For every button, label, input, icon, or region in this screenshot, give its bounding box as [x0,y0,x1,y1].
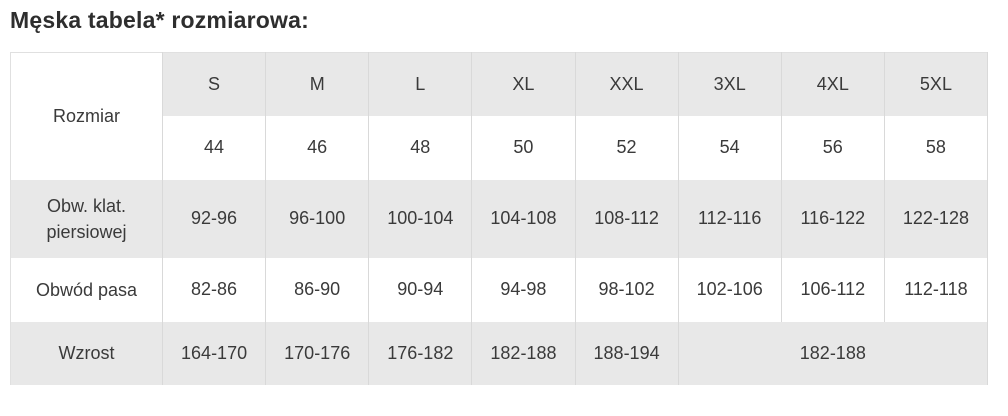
size-label-cell-s: S [162,52,267,116]
size-label-row: Rozmiar S M L XL XXL 3XL 4XL 5XL [10,52,989,180]
size-label-cell-5xl: 5XL [884,52,989,116]
waist-row: Obwód pasa 82-86 86-90 90-94 94-98 98-10… [10,257,989,322]
chest-value-cell: 104-108 [471,179,576,258]
chest-value-cell: 92-96 [162,179,267,258]
numeric-size-cell: 52 [575,115,679,180]
waist-value-cell: 90-94 [368,257,473,322]
chest-row: Obw. klat. piersiowej 92-96 96-100 100-1… [10,179,989,258]
chest-value-cell: 96-100 [265,179,370,258]
size-label-cell-4xl: 4XL [781,52,885,116]
waist-row-label: Obwód pasa [10,257,163,322]
waist-value-cell: 94-98 [471,257,576,322]
size-label-cell-xxl: XXL [575,52,679,116]
numeric-size-row: 44 46 48 50 52 54 56 58 [11,115,989,180]
numeric-size-cell: 56 [781,115,885,180]
waist-value-cell: 106-112 [781,257,885,322]
height-value-cell: 182-188 [471,321,576,385]
numeric-size-cell: 44 [161,115,267,180]
numeric-size-cell: 50 [471,115,576,180]
height-row: Wzrost 164-170 170-176 176-182 182-188 1… [10,321,989,385]
chest-value-cell: 116-122 [781,179,885,258]
waist-value-cell: 98-102 [575,257,679,322]
waist-value-cell: 86-90 [265,257,370,322]
chest-value-cell: 122-128 [884,179,989,258]
waist-value-cell: 82-86 [162,257,267,322]
size-label-cell-3xl: 3XL [678,52,782,116]
numeric-size-cell: 46 [265,115,370,180]
numeric-size-cell: 54 [678,115,782,180]
height-value-cell: 164-170 [162,321,267,385]
height-row-label: Wzrost [10,321,163,385]
corner-label: Rozmiar [52,105,120,126]
size-label-cell-m: M [265,52,370,116]
waist-value-cell: 112-118 [884,257,989,322]
chest-value-cell: 112-116 [678,179,782,258]
size-table: Rozmiar S M L XL XXL 3XL 4XL 5XL 44 46 4… [10,52,989,385]
height-merged-value-cell: 182-188 [678,321,989,385]
corner-cell: Rozmiar [10,52,163,180]
size-label-cell-l: L [368,52,473,116]
chest-value-cell: 108-112 [575,179,679,258]
numeric-size-cell: 48 [368,115,473,180]
height-value-cell: 188-194 [575,321,679,385]
chest-value-cell: 100-104 [368,179,473,258]
height-value-cell: 170-176 [265,321,370,385]
page-title: Męska tabela* rozmiarowa: [10,7,310,33]
chest-row-label: Obw. klat. piersiowej [10,179,163,258]
height-value-cell: 176-182 [368,321,473,385]
numeric-size-cell: 58 [884,115,989,180]
size-label-cell-xl: XL [471,52,576,116]
waist-value-cell: 102-106 [678,257,782,322]
